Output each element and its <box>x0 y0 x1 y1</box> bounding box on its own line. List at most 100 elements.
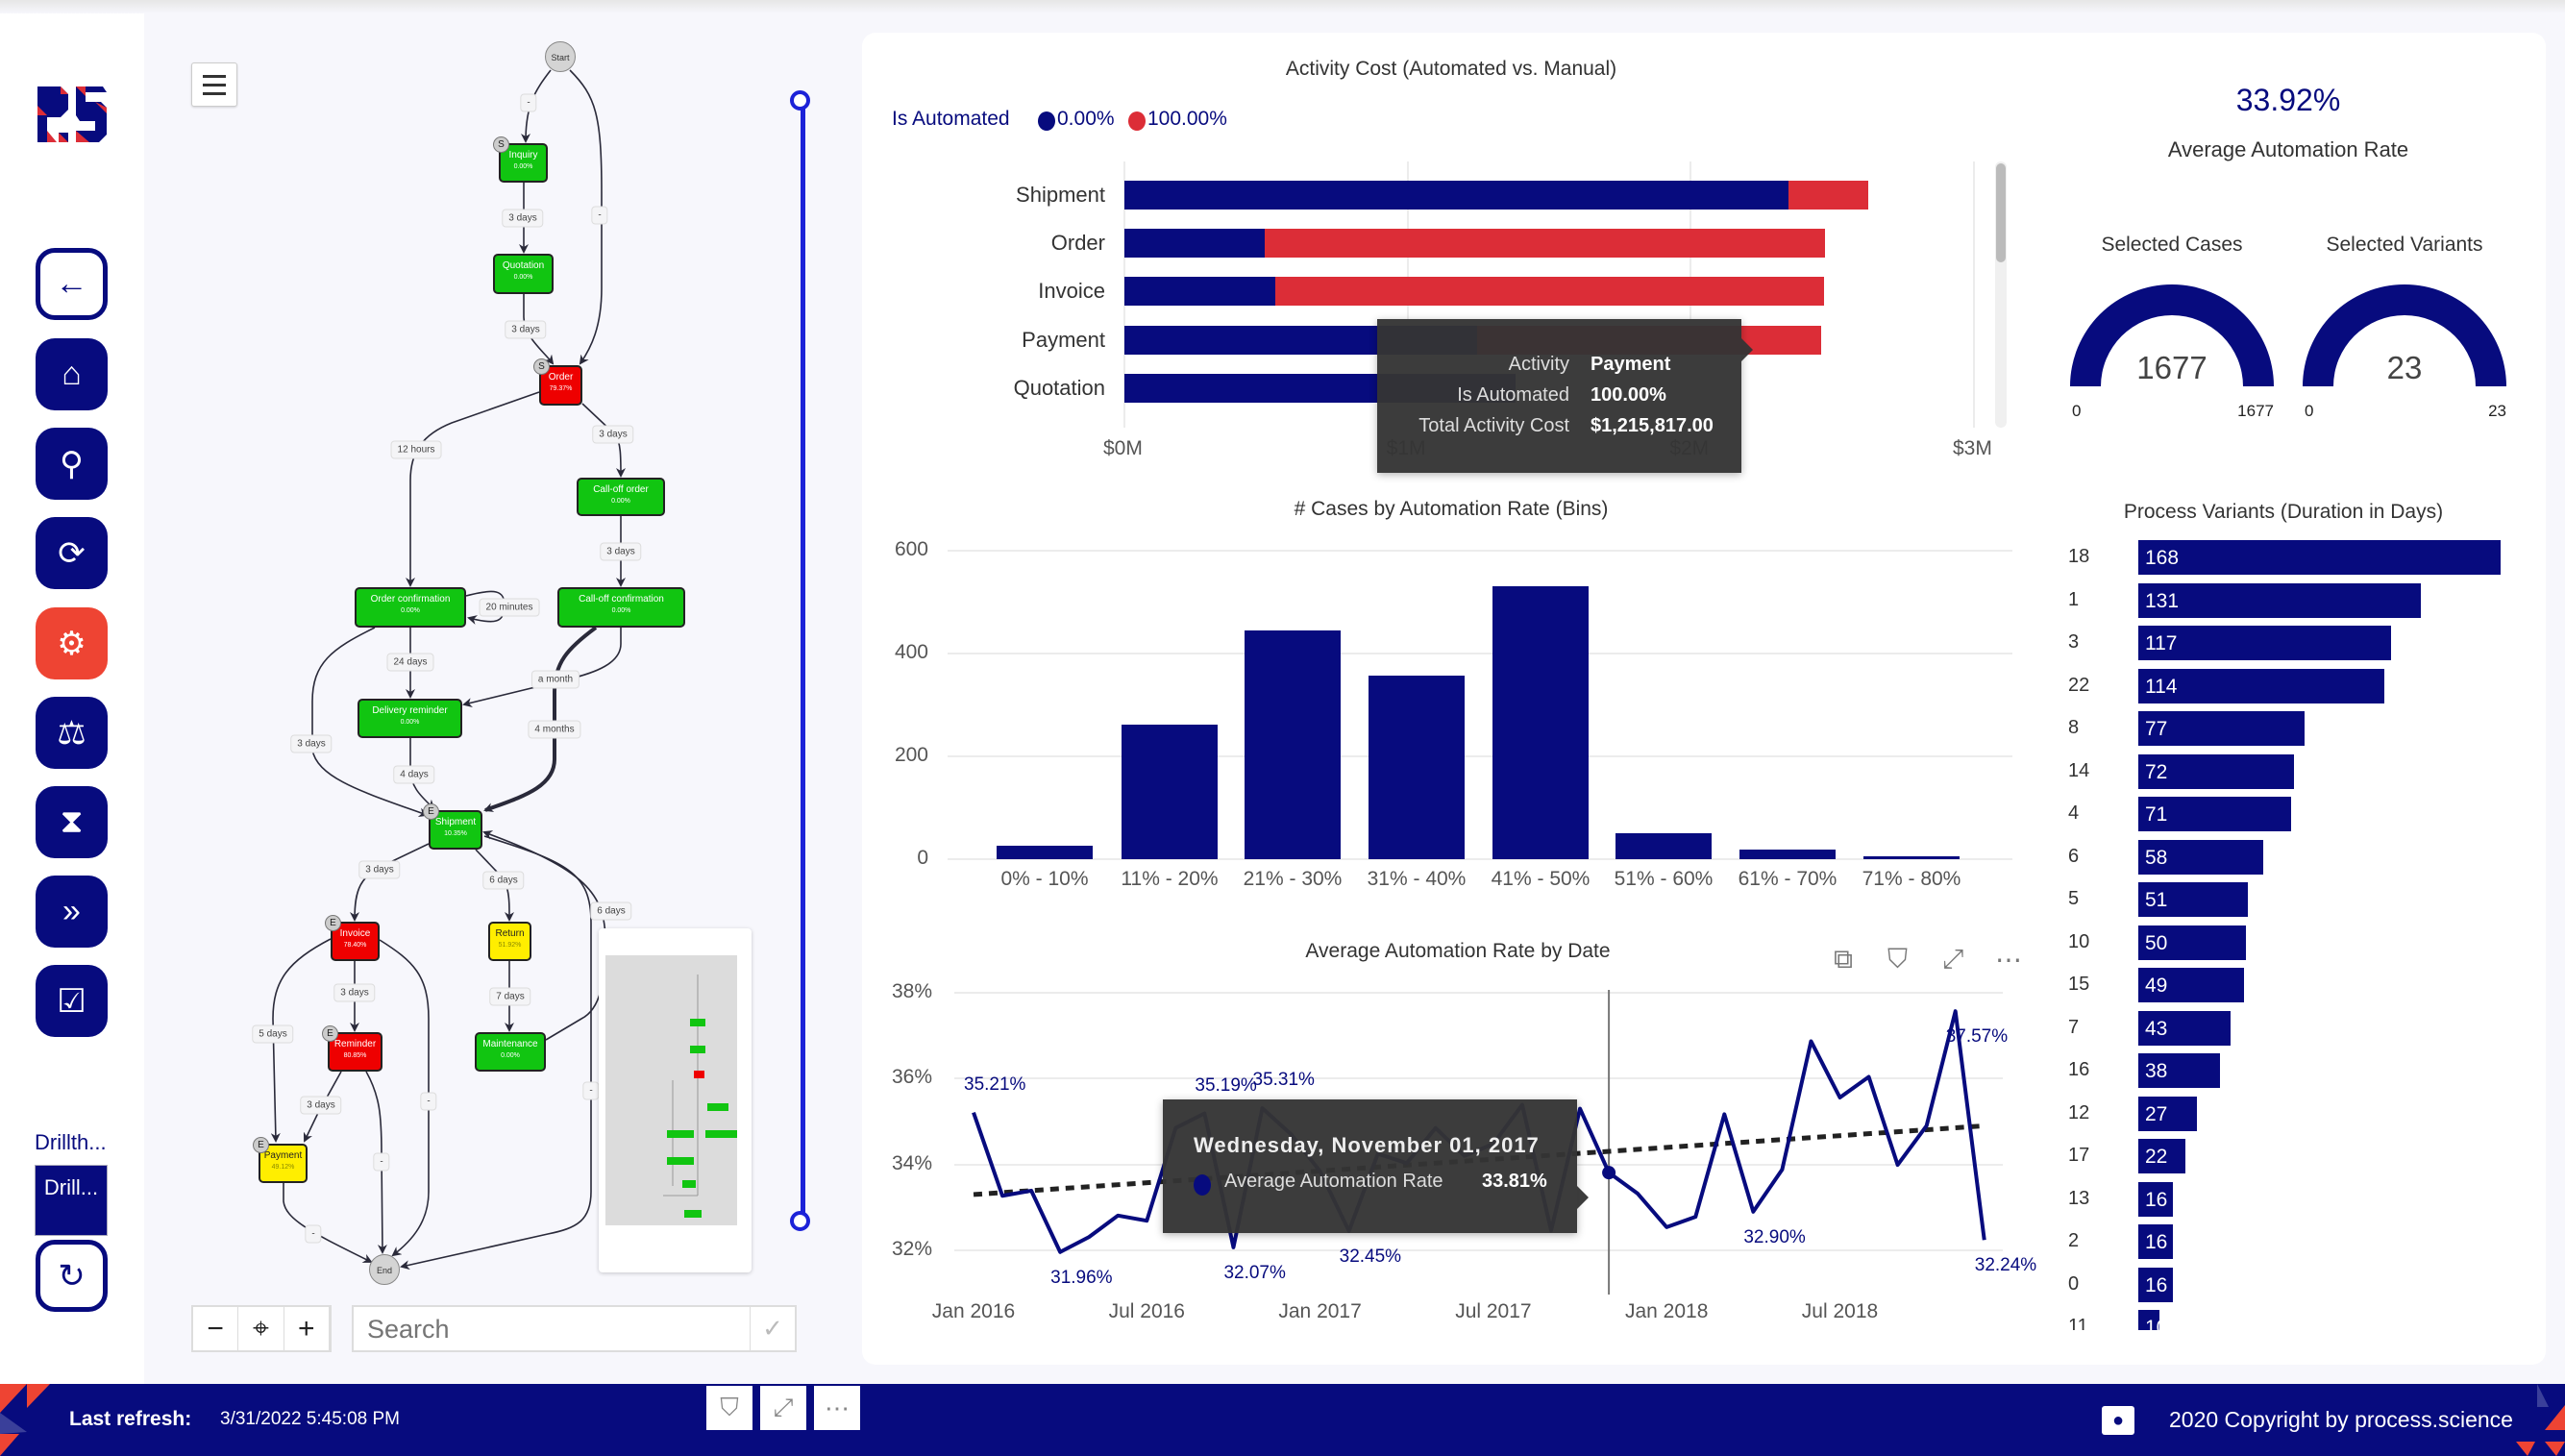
y-tick-label: 34% <box>892 1151 933 1174</box>
more-options-icon[interactable]: ⋯ <box>1995 945 2022 975</box>
variant-bar[interactable]: 51 <box>2138 882 2249 917</box>
sidebar-search-button[interactable]: ⚲ <box>36 428 108 500</box>
end-node[interactable]: End <box>369 1254 400 1285</box>
gear-icon: ⚙ <box>57 625 86 662</box>
focus-mode-button[interactable]: ⤢ <box>760 1386 806 1430</box>
sidebar-refresh-cycle-button[interactable]: ⟳ <box>36 517 108 589</box>
edge <box>270 938 332 1143</box>
recenter-button[interactable]: ⌖ <box>238 1307 284 1350</box>
more-options-button[interactable]: ⋯ <box>814 1386 860 1430</box>
edge-duration-label: 3 days <box>600 542 642 561</box>
minimap-viewport[interactable] <box>605 955 738 1225</box>
node-label: Order <box>548 372 574 383</box>
process-node-reminder[interactable]: E Reminder 80.85% <box>322 1025 382 1072</box>
sidebar-settings-button[interactable]: ⚙ <box>36 607 108 679</box>
reset-button[interactable]: ↻ <box>36 1240 108 1312</box>
focus-icon: ⤢ <box>773 1393 794 1421</box>
variant-duration-label: 131 <box>2145 589 2180 612</box>
bar-order-manual[interactable] <box>1124 229 1265 258</box>
variant-bar[interactable]: 27 <box>2138 1096 2197 1131</box>
histogram-bar[interactable] <box>1615 833 1712 859</box>
histogram-bar[interactable] <box>1863 856 1960 859</box>
bar-invoice-manual[interactable] <box>1124 277 1275 306</box>
variant-bar[interactable]: 22 <box>2138 1139 2186 1173</box>
variant-bar[interactable]: 71 <box>2138 797 2292 831</box>
variant-bar[interactable]: 16 <box>2138 1267 2173 1302</box>
variant-id-label: 17 <box>2068 1145 2090 1166</box>
variant-bar[interactable]: 49 <box>2138 968 2244 1002</box>
copy-visual-icon[interactable]: ⧉ <box>1834 944 1853 974</box>
sidebar-checklist-button[interactable]: ☑ <box>36 965 108 1037</box>
histogram-bar[interactable] <box>1122 725 1218 859</box>
variant-bar[interactable]: 16 <box>2138 1181 2173 1217</box>
process-node-calloff-order[interactable]: Call-off order 0.00% <box>577 478 665 516</box>
focus-mode-icon[interactable]: ⤢ <box>1942 944 1964 974</box>
bar-order-automated[interactable] <box>1264 229 1825 258</box>
legend-item-label[interactable]: 0.00% <box>1057 108 1115 130</box>
process-node-calloff-conf[interactable]: Call-off confirmation 0.00% <box>557 587 685 628</box>
bar-shipment-automated[interactable] <box>1788 181 1869 210</box>
node-percentage: 0.00% <box>401 607 420 614</box>
variant-bar[interactable]: 168 <box>2138 540 2501 575</box>
chart-scrollbar-thumb[interactable] <box>1996 163 2006 262</box>
y-tick-label: 600 <box>894 538 928 560</box>
sidebar-home-button[interactable]: ⌂ <box>36 338 108 410</box>
sidebar-back-button[interactable]: ← <box>36 248 108 320</box>
histogram-bar[interactable] <box>997 846 1093 859</box>
variant-bar[interactable]: 16 <box>2138 1224 2173 1259</box>
variant-bar[interactable]: 117 <box>2138 626 2391 660</box>
process-node-invoice[interactable]: E Invoice 78.40% <box>325 915 380 961</box>
legend-item-label[interactable]: 100.00% <box>1147 108 1227 130</box>
search-input[interactable] <box>354 1307 753 1351</box>
sidebar-duration-button[interactable]: ⧗ <box>36 786 108 858</box>
histogram-bar[interactable] <box>1739 849 1836 859</box>
variant-bar[interactable]: 114 <box>2138 668 2384 703</box>
edge <box>406 391 540 587</box>
sidebar-forward-button[interactable]: » <box>36 876 108 948</box>
filter-icon[interactable]: ⛉ <box>1887 944 1909 974</box>
process-node-maintenance[interactable]: Maintenance 0.00% <box>475 1032 546 1072</box>
minimap-preview <box>663 975 738 1218</box>
start-node[interactable]: Start <box>545 41 576 72</box>
edge <box>303 1071 342 1143</box>
variant-bar[interactable]: 58 <box>2138 839 2264 875</box>
menu-button[interactable] <box>191 62 237 107</box>
search-confirm-button[interactable]: ✓ <box>750 1307 795 1350</box>
filter-button[interactable]: ⛉ <box>706 1386 752 1430</box>
minimap[interactable] <box>599 928 752 1272</box>
process-node-order-conf[interactable]: Order confirmation 0.00% <box>355 587 466 628</box>
variant-bar[interactable]: 77 <box>2138 711 2305 746</box>
zoom-out-button[interactable]: − <box>193 1307 239 1350</box>
drillthrough-button[interactable]: Drill... <box>35 1165 108 1236</box>
process-node-shipment[interactable]: E Shipment 10.35% <box>423 803 482 850</box>
zoom-in-button[interactable]: + <box>284 1307 330 1350</box>
variant-bar[interactable]: 50 <box>2138 925 2247 960</box>
variant-bar[interactable]: 38 <box>2138 1053 2221 1088</box>
histogram-bar[interactable] <box>1369 676 1465 859</box>
variant-bar[interactable]: 131 <box>2138 582 2421 618</box>
edge-duration-label: - <box>373 1152 390 1172</box>
variant-id-label: 12 <box>2068 1101 2090 1123</box>
histogram-bar[interactable] <box>1492 585 1589 859</box>
process-node-payment[interactable]: E Payment 49.12% <box>253 1137 308 1183</box>
process-node-inquiry[interactable]: S Inquiry 0.00% <box>493 136 548 183</box>
user-icon[interactable]: ● <box>2102 1406 2134 1435</box>
bar-invoice-automated[interactable] <box>1274 277 1824 306</box>
variant-bar[interactable]: 10 <box>2138 1310 2167 1330</box>
variant-duration-label: 49 <box>2145 975 2168 997</box>
x-category-label: 41% - 50% <box>1491 868 1591 890</box>
variant-duration-label: 38 <box>2145 1060 2168 1082</box>
process-node-quotation[interactable]: Quotation 0.00% <box>493 254 554 294</box>
process-node-delivery-reminder[interactable]: Delivery reminder 0.00% <box>358 699 462 738</box>
process-node-order[interactable]: S Order 79.37% <box>533 358 582 406</box>
sidebar-compare-button[interactable]: ⚖ <box>36 697 108 769</box>
bar-shipment-manual[interactable] <box>1124 181 1788 210</box>
detail-slider-track[interactable] <box>801 102 805 1222</box>
variant-bar[interactable]: 72 <box>2138 753 2294 789</box>
slider-handle-top[interactable] <box>790 90 810 111</box>
variant-bar[interactable]: 43 <box>2138 1010 2232 1046</box>
process-variants-list[interactable]: 18 168 1 131 3 117 22 114 8 77 14 72 4 71 6 58 5 51 10 50 15… <box>2047 534 2547 1330</box>
slider-handle-bottom[interactable] <box>790 1211 810 1231</box>
process-node-return[interactable]: Return 51.92% <box>488 922 531 961</box>
histogram-bar[interactable] <box>1245 630 1341 859</box>
